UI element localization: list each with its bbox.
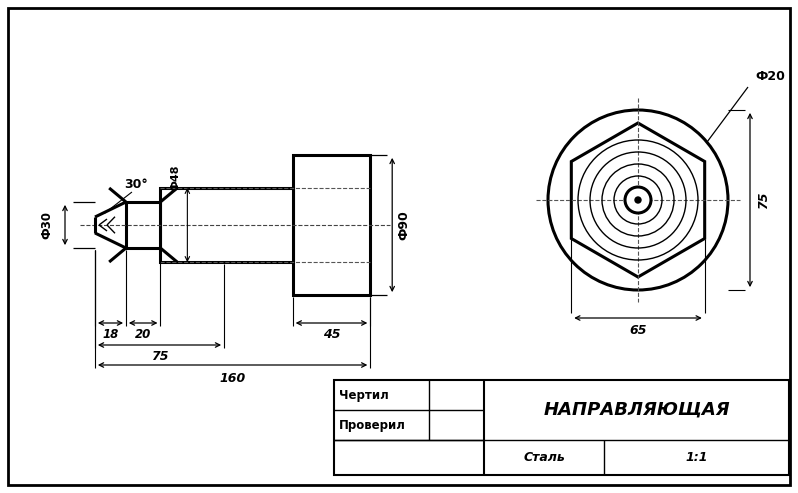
Text: 1:1: 1:1 — [685, 451, 708, 464]
Circle shape — [625, 187, 651, 213]
Text: Сталь: Сталь — [523, 451, 565, 464]
Text: Ф20: Ф20 — [755, 70, 785, 83]
Bar — [126, 202, 160, 248]
Text: 75: 75 — [151, 351, 168, 363]
Text: Ф48: Ф48 — [170, 165, 180, 191]
Text: 160: 160 — [219, 372, 246, 385]
Text: 65: 65 — [630, 324, 646, 338]
Circle shape — [635, 197, 641, 203]
Text: Ф30: Ф30 — [41, 211, 53, 239]
Circle shape — [548, 110, 728, 290]
Bar — [160, 188, 293, 262]
Polygon shape — [571, 123, 705, 277]
Bar — [293, 155, 370, 295]
Text: НАПРАВЛЯЮЩАЯ: НАПРАВЛЯЮЩАЯ — [543, 401, 730, 419]
Text: Ф90: Ф90 — [397, 210, 411, 240]
Text: 18: 18 — [102, 328, 119, 342]
Bar — [334, 380, 789, 475]
Text: 75: 75 — [757, 191, 771, 209]
Text: 20: 20 — [135, 328, 152, 342]
Text: Чертил: Чертил — [339, 388, 389, 401]
Text: 45: 45 — [322, 328, 340, 342]
Text: 30°: 30° — [124, 177, 148, 190]
Text: Проверил: Проверил — [339, 419, 406, 431]
